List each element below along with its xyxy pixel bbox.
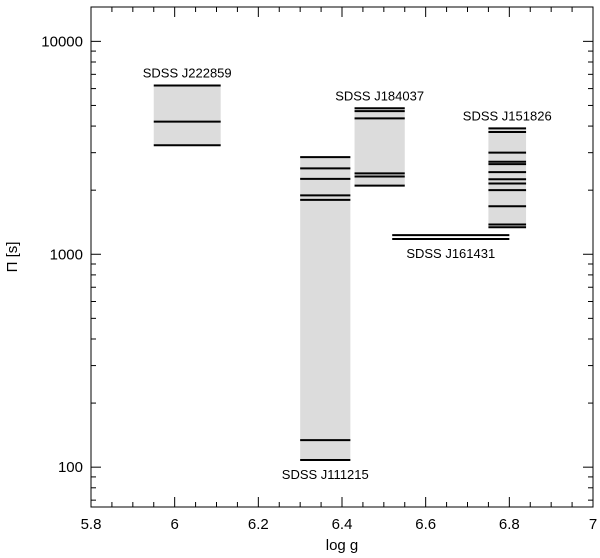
y-tick-label-2: 10000	[41, 33, 83, 50]
star-labels: SDSS J222859 SDSS J111215 SDSS J184037 SDSS…	[143, 66, 552, 482]
axis-ticks	[90, 7, 594, 507]
star-label-0: SDSS J222859	[143, 66, 232, 81]
x-tick-label-5: 6.8	[499, 516, 520, 533]
x-tick-label-0: 5.8	[81, 516, 102, 533]
period-band-4	[488, 128, 527, 228]
x-tick-label-3: 6.4	[332, 516, 353, 533]
period-band-0	[153, 85, 221, 146]
star-label-4: SDSS J151826	[463, 108, 552, 123]
x-tick-label-6: 7	[589, 516, 597, 533]
y-tick-label-1: 1000	[50, 246, 83, 263]
period-band-1	[300, 157, 351, 461]
y-tick-label-0: 100	[58, 459, 83, 476]
x-axis-title: log g	[326, 537, 359, 554]
x-tick-label-1: 6	[170, 516, 178, 533]
period-lines	[153, 84, 527, 462]
tick-labels: 5.8 6 6.2 6.4 6.6 6.8 7 100 1000 10000	[41, 33, 597, 533]
x-tick-label-4: 6.6	[415, 516, 436, 533]
period-bands	[153, 85, 527, 461]
x-tick-label-2: 6.2	[248, 516, 269, 533]
star-label-1: SDSS J111215	[282, 467, 369, 482]
y-axis-title: Π [s]	[4, 242, 21, 273]
star-label-3: SDSS J161431	[406, 246, 495, 261]
star-label-2: SDSS J184037	[335, 88, 424, 103]
